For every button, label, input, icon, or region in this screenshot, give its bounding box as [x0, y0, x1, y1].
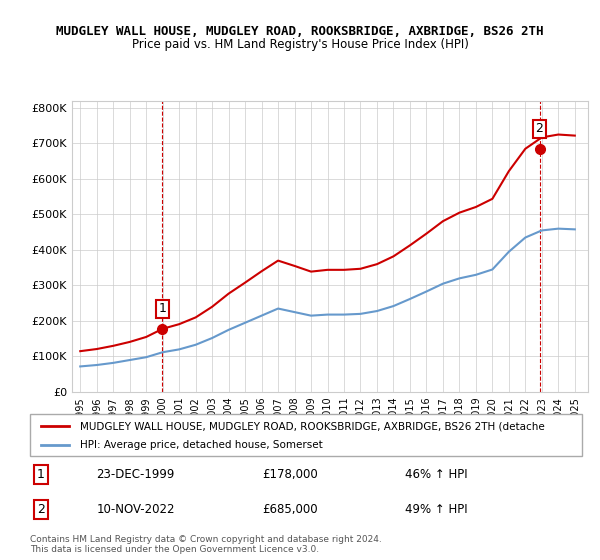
Text: £178,000: £178,000 [262, 468, 317, 481]
Text: 1: 1 [37, 468, 45, 481]
Text: 2: 2 [536, 122, 544, 136]
Text: 49% ↑ HPI: 49% ↑ HPI [406, 503, 468, 516]
Text: MUDGLEY WALL HOUSE, MUDGLEY ROAD, ROOKSBRIDGE, AXBRIDGE, BS26 2TH: MUDGLEY WALL HOUSE, MUDGLEY ROAD, ROOKSB… [56, 25, 544, 38]
Text: £685,000: £685,000 [262, 503, 317, 516]
Text: MUDGLEY WALL HOUSE, MUDGLEY ROAD, ROOKSBRIDGE, AXBRIDGE, BS26 2TH (detache: MUDGLEY WALL HOUSE, MUDGLEY ROAD, ROOKSB… [80, 421, 544, 431]
Text: 10-NOV-2022: 10-NOV-2022 [96, 503, 175, 516]
Text: Contains HM Land Registry data © Crown copyright and database right 2024.
This d: Contains HM Land Registry data © Crown c… [30, 535, 382, 554]
Text: 2: 2 [37, 503, 45, 516]
Text: 46% ↑ HPI: 46% ↑ HPI [406, 468, 468, 481]
Text: 23-DEC-1999: 23-DEC-1999 [96, 468, 175, 481]
Text: Price paid vs. HM Land Registry's House Price Index (HPI): Price paid vs. HM Land Registry's House … [131, 38, 469, 51]
Text: 1: 1 [158, 302, 166, 315]
FancyBboxPatch shape [30, 414, 582, 456]
Text: HPI: Average price, detached house, Somerset: HPI: Average price, detached house, Some… [80, 440, 322, 450]
